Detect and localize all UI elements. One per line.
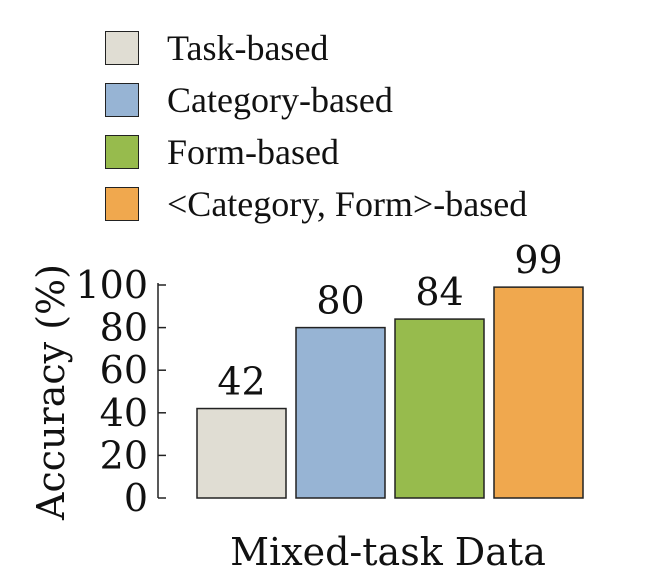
legend-swatch-task-based [105,31,139,65]
legend-swatch-category-based [105,83,139,117]
bars-group [196,286,584,499]
legend-swatch-form-based [105,135,139,169]
legend-item-category-form-based: <Category, Form>-based [105,178,527,230]
bar-value-label: 84 [415,270,463,314]
bar-1 [196,407,287,499]
legend-label-task-based: Task-based [167,28,329,68]
bar-4 [493,286,584,499]
y-tick-label: 40 [100,391,148,435]
y-axis-label: Accuracy (%) [29,264,73,521]
legend-item-task-based: Task-based [105,22,527,74]
legend-item-category-based: Category-based [105,74,527,126]
legend-item-form-based: Form-based [105,126,527,178]
legend-label-category-form-based: <Category, Form>-based [167,184,528,224]
bar-value-label: 99 [514,238,562,282]
legend: Task-based Category-based Form-based <Ca… [105,22,527,230]
y-tick-label: 80 [100,306,148,350]
y-tick-label: 0 [124,476,148,520]
bar-value-label: 42 [217,360,265,404]
legend-label-form-based: Form-based [167,132,339,172]
y-tick-label: 60 [100,348,148,392]
legend-label-category-based: Category-based [167,80,393,120]
y-tick-label: 100 [75,263,148,307]
y-tick-label: 20 [100,433,148,477]
bar-3 [394,318,485,499]
bar-value-label: 80 [316,279,364,323]
data-labels-group: 42 80 84 99 [217,238,562,403]
x-axis-label: Mixed-task Data [230,530,546,574]
legend-swatch-category-form-based [105,187,139,221]
bar-2 [295,326,386,499]
